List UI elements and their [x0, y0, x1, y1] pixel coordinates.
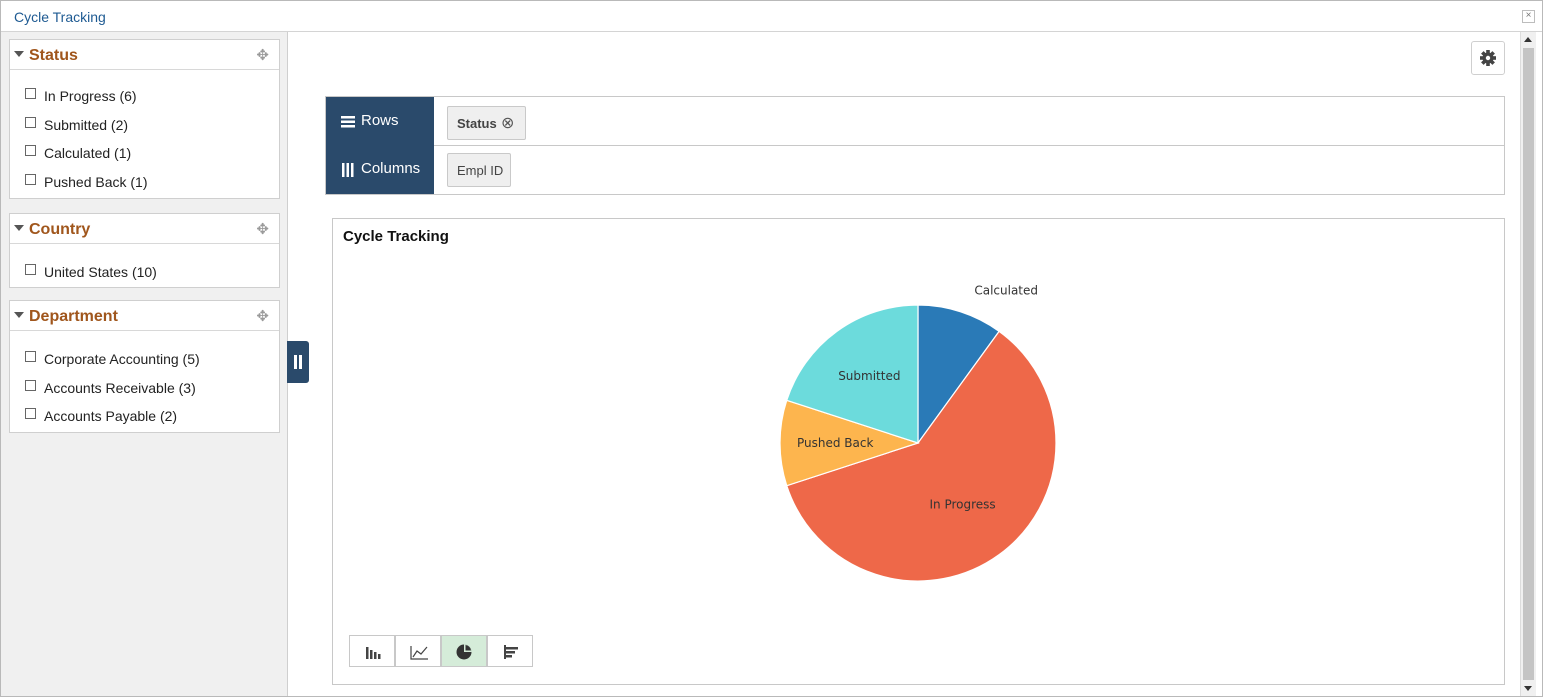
empl-id-chip[interactable]: Empl ID [447, 153, 511, 187]
move-handle-icon[interactable]: ✥ [256, 221, 269, 238]
facet-option[interactable]: Accounts Payable (2) [10, 399, 279, 428]
chart-panel: Cycle Tracking Calculated In Progress Push… [332, 218, 1505, 685]
facet-country: Country ✥ United States (10) [9, 213, 280, 288]
bar-chart-icon [366, 647, 381, 659]
pie-label: Calculated [974, 283, 1038, 297]
checkbox[interactable] [25, 351, 36, 362]
chip-label: Status [457, 116, 497, 131]
facet-option[interactable]: Submitted (2) [10, 108, 279, 137]
collapse-caret-icon[interactable] [14, 225, 24, 231]
checkbox[interactable] [25, 88, 36, 99]
rows-label: Rows [326, 97, 434, 145]
collapse-caret-icon[interactable] [14, 51, 24, 57]
facet-option-label: In Progress (6) [44, 88, 137, 104]
horizontal-bar-chart-button[interactable] [487, 635, 533, 667]
facet-option-label: Accounts Payable (2) [44, 408, 178, 424]
move-handle-icon[interactable]: ✥ [256, 47, 269, 64]
columns-label-text: Columns [361, 160, 421, 177]
facet-department: Department ✥ Corporate Accounting (5) Ac… [9, 300, 280, 433]
pie-label: In Progress [930, 497, 996, 511]
scroll-down-icon[interactable] [1524, 686, 1532, 691]
facet-option-label: Pushed Back (1) [44, 173, 148, 190]
gear-icon [1480, 50, 1496, 66]
remove-icon[interactable]: ⊗ [501, 115, 515, 132]
checkbox[interactable] [25, 264, 36, 275]
pivot-grid-config: Rows Status ⊗ Columns Empl ID [325, 96, 1505, 195]
facet-status: Status ✥ In Progress (6) Submitted (2) C… [9, 39, 280, 199]
bar-chart-button[interactable] [349, 635, 395, 667]
facet-option[interactable]: United States (10) [10, 255, 279, 284]
checkbox[interactable] [25, 379, 36, 391]
facet-option-label: Submitted (2) [44, 116, 129, 133]
facet-title: Status [29, 47, 78, 64]
window-title: Cycle Tracking [14, 9, 106, 25]
horizontal-bar-chart-icon [504, 645, 518, 659]
facet-option-label: United States (10) [44, 264, 157, 280]
columns-label: Columns [326, 145, 434, 194]
line-chart-icon [410, 646, 428, 660]
facet-option[interactable]: In Progress (6) [10, 79, 279, 108]
pie-label: Pushed Back [797, 436, 873, 450]
chip-label: Empl ID [457, 163, 504, 178]
pie-chart-icon [456, 644, 472, 660]
facet-option-label: Corporate Accounting (5) [44, 351, 200, 367]
pause-icon [294, 355, 297, 369]
chart-title: Cycle Tracking [343, 228, 449, 245]
checkbox[interactable] [25, 408, 36, 419]
facet-header[interactable]: Department ✥ [10, 301, 279, 331]
scroll-thumb[interactable] [1523, 48, 1534, 680]
rows-icon [341, 116, 355, 128]
columns-icon [342, 163, 354, 177]
facet-option-label: Calculated (1) [44, 145, 132, 161]
panel-toggle-button[interactable] [287, 341, 309, 383]
pie-label: Submitted [838, 369, 900, 383]
rows-label-text: Rows [361, 112, 399, 129]
facet-title: Department [29, 308, 118, 325]
vertical-scrollbar[interactable] [1520, 32, 1536, 696]
pie-slice-pushed-back[interactable] [779, 399, 920, 487]
move-handle-icon[interactable]: ✥ [256, 308, 269, 325]
collapse-caret-icon[interactable] [14, 312, 24, 318]
facet-option[interactable]: Pushed Back (1) [10, 165, 279, 194]
line-chart-button[interactable] [395, 635, 441, 667]
close-icon[interactable]: × [1522, 10, 1535, 23]
settings-button[interactable] [1471, 41, 1505, 75]
facet-option[interactable]: Corporate Accounting (5) [10, 342, 279, 371]
facet-title: Country [29, 221, 91, 238]
facet-panel: Status ✥ In Progress (6) Submitted (2) C… [1, 32, 288, 696]
facet-option[interactable]: Accounts Receivable (3) [10, 371, 279, 400]
pie-slice-calculated[interactable] [917, 304, 1000, 445]
checkbox[interactable] [25, 145, 36, 156]
title-bar: Cycle Tracking × [1, 1, 1542, 32]
checkbox[interactable] [25, 173, 36, 185]
pie-chart: Calculated In Progress Pushed Back Submitte… [779, 283, 1057, 582]
facet-option[interactable]: Calculated (1) [10, 136, 279, 165]
pause-icon [299, 355, 302, 369]
pie-slice-in-progress[interactable] [785, 330, 1057, 582]
scroll-up-icon[interactable] [1524, 37, 1532, 42]
pie-slice-submitted[interactable] [785, 304, 919, 444]
facet-option-label: Accounts Receivable (3) [44, 379, 196, 396]
facet-header[interactable]: Status ✥ [10, 40, 279, 70]
rows-row: Rows Status ⊗ [326, 97, 1504, 146]
checkbox[interactable] [25, 116, 36, 128]
columns-row: Columns Empl ID [326, 145, 1504, 194]
facet-header[interactable]: Country ✥ [10, 214, 279, 244]
status-chip[interactable]: Status ⊗ [447, 106, 526, 140]
pie-chart-button[interactable] [441, 635, 487, 667]
